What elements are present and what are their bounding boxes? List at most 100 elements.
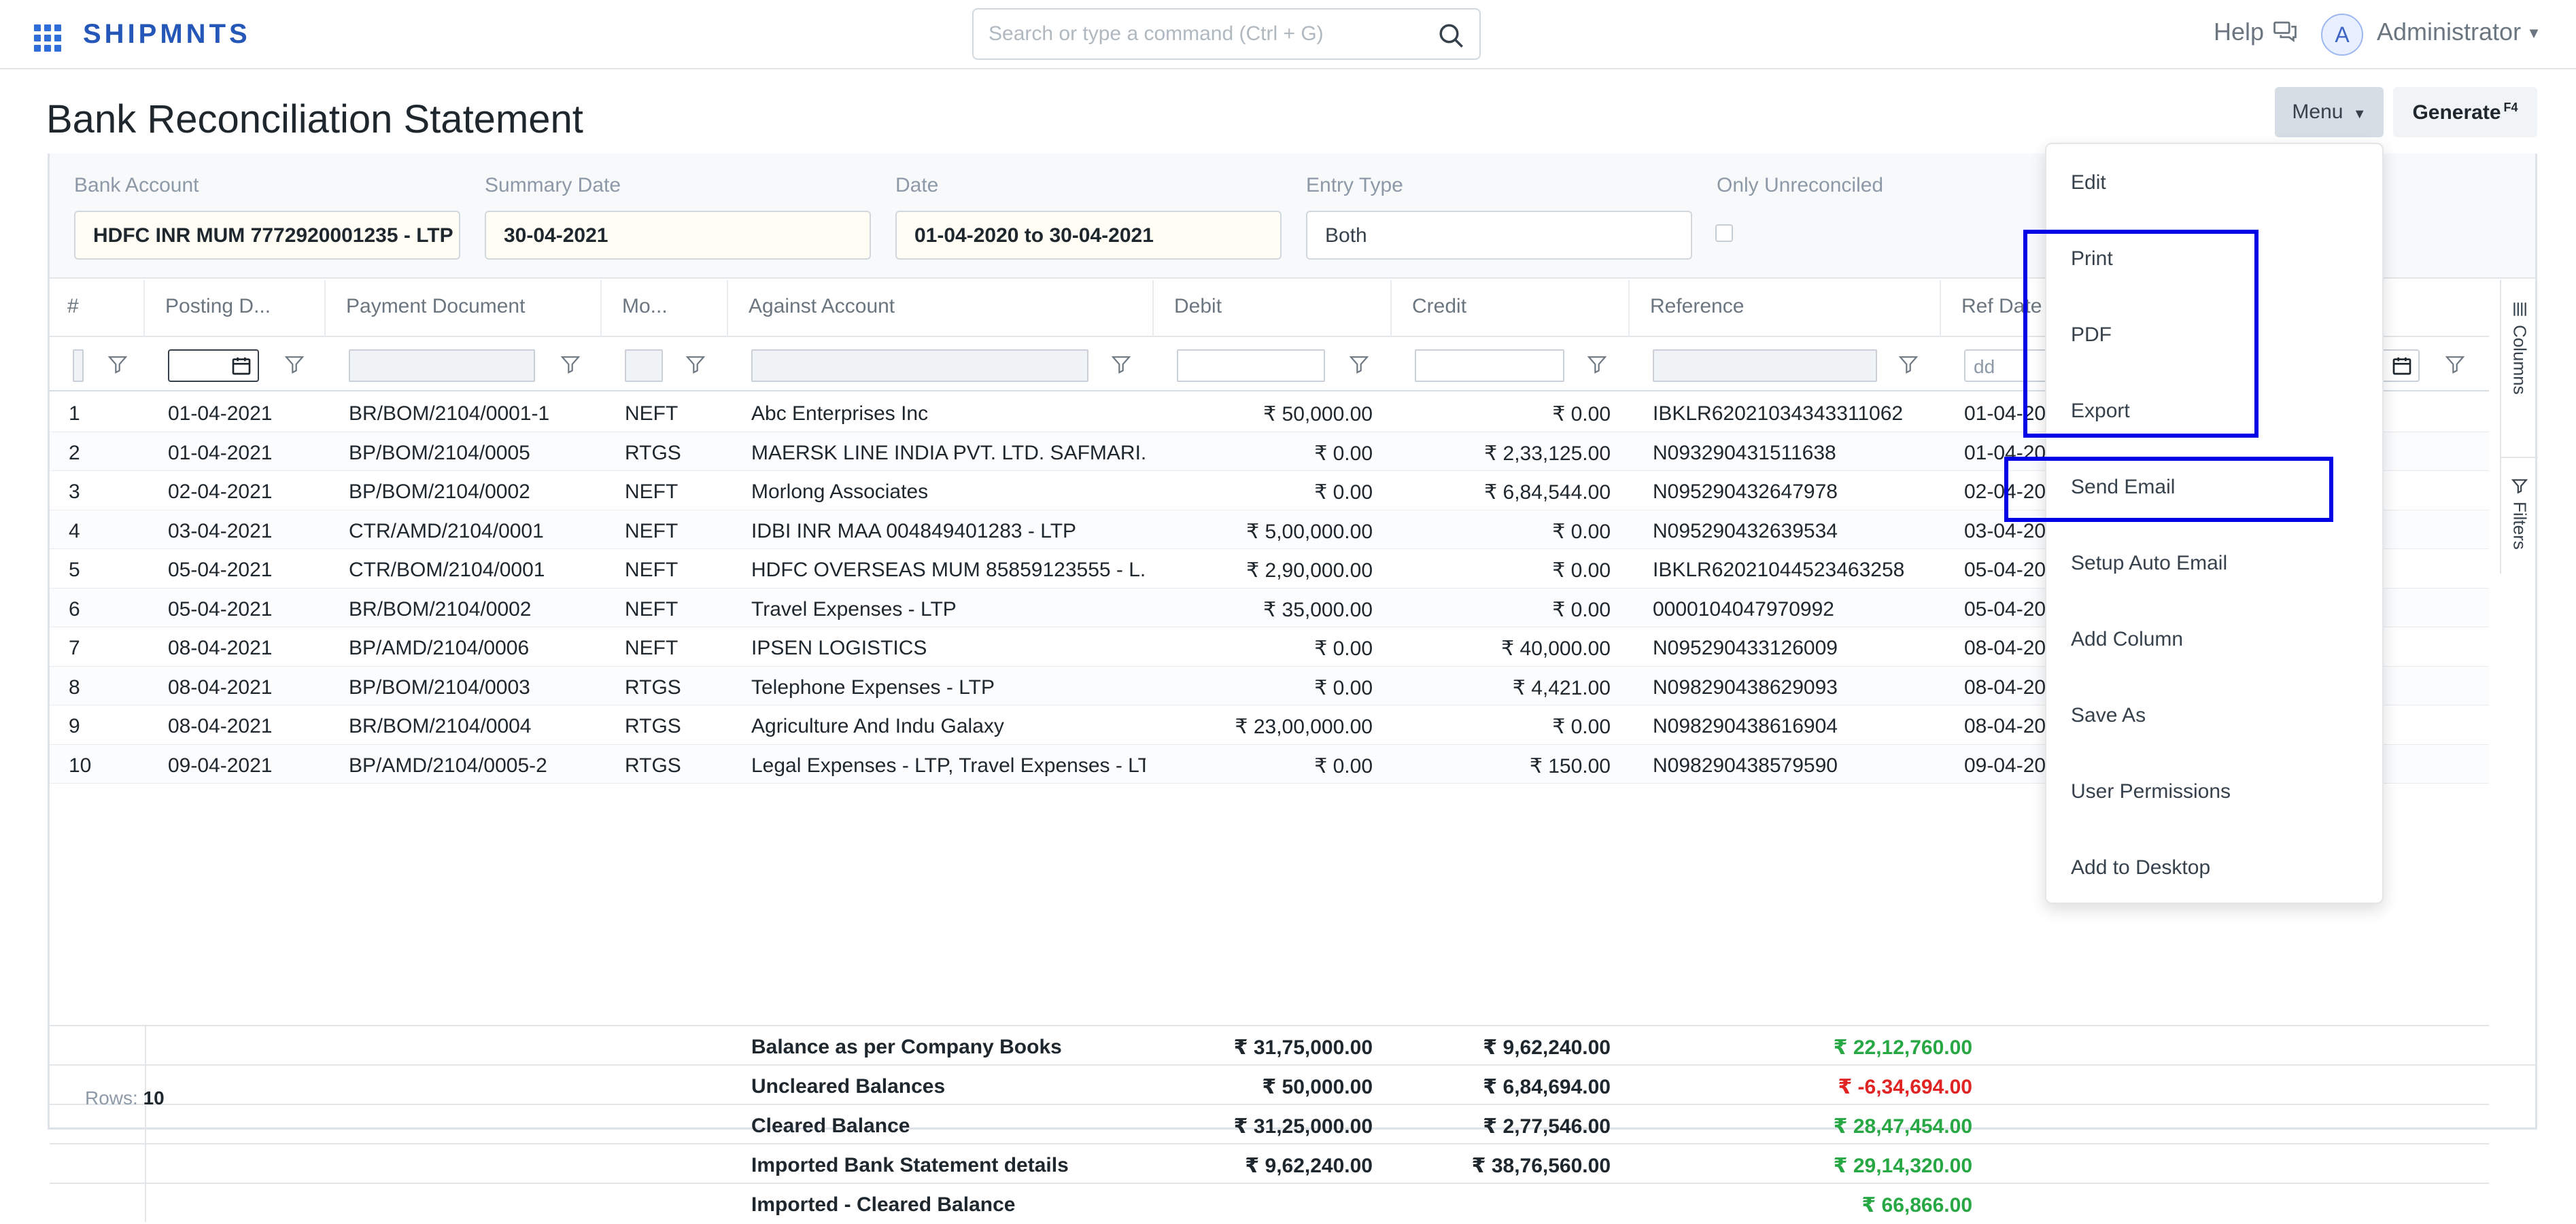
against-account-filter[interactable] — [751, 349, 1088, 382]
cell-payment-document[interactable]: BP/BOM/2104/0002 — [349, 480, 530, 503]
user-menu[interactable]: Administrator ▼ — [2377, 18, 2541, 46]
menu-item-print[interactable]: Print — [2071, 247, 2113, 270]
debit-filter[interactable] — [1177, 349, 1325, 382]
col-header-credit[interactable]: Credit — [1392, 280, 1630, 337]
col-header-against-account[interactable]: Against Account — [728, 280, 1154, 337]
credit-filter[interactable] — [1415, 349, 1564, 382]
reference-filter[interactable] — [1653, 349, 1877, 382]
ref-date-filter[interactable]: dd — [1964, 349, 2059, 382]
entry-type-select[interactable]: Both — [1306, 211, 1692, 260]
menu-item-setup-auto-email[interactable]: Setup Auto Email — [2071, 552, 2228, 574]
filter-icon[interactable] — [1348, 353, 1370, 375]
cell-credit: ₹ 4,421.00 — [1512, 676, 1611, 699]
filter-icon[interactable] — [2444, 353, 2466, 375]
cell-against-account[interactable]: HDFC OVERSEAS MUM 85859123555 - L... — [751, 559, 1146, 581]
filters-toggle[interactable]: Filters — [2501, 477, 2538, 550]
summary-date-field[interactable]: 30-04-2021 — [485, 211, 871, 260]
cell-payment-document[interactable]: BR/BOM/2104/0004 — [349, 715, 532, 737]
cell-against-account[interactable]: Abc Enterprises Inc — [751, 402, 929, 425]
table-row[interactable]: 5 05-04-2021 CTR/BOM/2104/0001 NEFT HDFC OVE… — [50, 549, 2489, 589]
col-header-ref-date[interactable]: Ref Date — [1961, 295, 2042, 317]
filter-icon[interactable] — [107, 353, 128, 375]
menu-item-edit[interactable]: Edit — [2071, 171, 2106, 194]
menu-item-pdf[interactable]: PDF — [2071, 324, 2112, 346]
menu-item-send-email[interactable]: Send Email — [2071, 476, 2176, 498]
cell-index: 2 — [69, 441, 80, 464]
cell-payment-document[interactable]: CTR/AMD/2104/0001 — [349, 519, 544, 542]
cell-index: 8 — [69, 676, 80, 699]
cell-payment-document[interactable]: BP/BOM/2104/0005 — [349, 441, 530, 464]
col-header-mode[interactable]: Mo... — [602, 280, 728, 337]
calendar-icon[interactable] — [230, 355, 252, 377]
table-row[interactable]: 7 08-04-2021 BP/AMD/2104/0006 NEFT IPSEN LOG… — [50, 627, 2489, 667]
brand-logo[interactable]: SHIPMNTS — [83, 19, 251, 49]
cell-payment-document[interactable]: BP/BOM/2104/0003 — [349, 676, 530, 699]
cell-debit: ₹ 0.00 — [1314, 637, 1373, 660]
filter-icon[interactable] — [560, 353, 581, 375]
cell-against-account[interactable]: Morlong Associates — [751, 480, 929, 503]
payment-document-filter[interactable] — [349, 349, 535, 382]
rows-label: Rows: — [85, 1087, 138, 1108]
summary-date-label: Summary Date — [485, 174, 621, 196]
filter-icon[interactable] — [284, 353, 305, 375]
mode-filter[interactable] — [625, 349, 663, 382]
search-icon[interactable] — [1437, 22, 1466, 50]
table-row[interactable]: 3 02-04-2021 BP/BOM/2104/0002 NEFT Morlong A… — [50, 471, 2489, 510]
cell-payment-document[interactable]: BP/AMD/2104/0006 — [349, 637, 530, 659]
cell-index: 5 — [69, 559, 80, 581]
cell-payment-document[interactable]: CTR/BOM/2104/0001 — [349, 559, 545, 581]
menu-item-export[interactable]: Export — [2071, 400, 2130, 422]
search-box[interactable] — [972, 8, 1481, 60]
bank-account-label: Bank Account — [74, 174, 199, 196]
posting-date-filter[interactable] — [168, 349, 259, 382]
index-filter-input[interactable] — [73, 349, 84, 382]
col-header-index[interactable]: # — [50, 280, 145, 337]
menu-item-add-to-desktop[interactable]: Add to Desktop — [2071, 856, 2211, 879]
menu-button[interactable]: Menu ▼ — [2275, 87, 2384, 137]
menu-item-user-permissions[interactable]: User Permissions — [2071, 780, 2231, 803]
cell-against-account[interactable]: MAERSK LINE INDIA PVT. LTD. SAFMARI... — [751, 441, 1146, 464]
cell-against-account[interactable]: Telephone Expenses - LTP — [751, 676, 995, 699]
help-menu[interactable]: Help — [2214, 18, 2298, 46]
table-row[interactable]: 9 08-04-2021 BR/BOM/2104/0004 RTGS Agricultu… — [50, 705, 2489, 745]
col-header-posting-date[interactable]: Posting D... — [145, 280, 326, 337]
generate-button[interactable]: Generate F4 — [2393, 87, 2537, 137]
cell-payment-document[interactable]: BP/AMD/2104/0005-2 — [349, 754, 547, 777]
cell-posting-date: 09-04-2021 — [168, 754, 273, 777]
search-input[interactable] — [989, 19, 1424, 49]
col-header-reference[interactable]: Reference — [1630, 280, 1941, 337]
menu-item-add-column[interactable]: Add Column — [2071, 628, 2184, 650]
bank-account-field[interactable]: HDFC INR MUM 7772920001235 - LTP — [74, 211, 460, 260]
only-unreconciled-checkbox[interactable] — [1715, 224, 1733, 242]
cell-against-account[interactable]: IDBI INR MAA 004849401283 - LTP — [751, 519, 1077, 542]
menu-item-save-as[interactable]: Save As — [2071, 704, 2146, 727]
filter-icon[interactable] — [1897, 353, 1919, 375]
filter-icon[interactable] — [685, 353, 706, 375]
rows-count-text: Rows: 10 — [85, 1087, 165, 1109]
cell-index: 3 — [69, 480, 80, 503]
cell-debit: ₹ 23,00,000.00 — [1235, 716, 1373, 738]
date-range-field[interactable]: 01-04-2020 to 30-04-2021 — [895, 211, 1282, 260]
filter-icon — [2511, 479, 2528, 494]
cell-against-account[interactable]: Legal Expenses - LTP, Travel Expenses - … — [751, 754, 1146, 777]
col-header-payment-document[interactable]: Payment Document — [326, 280, 602, 337]
avatar[interactable]: A — [2321, 14, 2363, 56]
cell-against-account[interactable]: Travel Expenses - LTP — [751, 597, 957, 620]
cell-payment-document[interactable]: BR/BOM/2104/0001-1 — [349, 402, 550, 425]
col-header-debit[interactable]: Debit — [1154, 280, 1392, 337]
cell-ref-date: 08-04-20 — [1964, 715, 2046, 737]
apps-grid-icon[interactable] — [34, 24, 61, 52]
cell-reference: N095290432647978 — [1653, 480, 1838, 503]
columns-toggle[interactable]: Columns — [2501, 300, 2538, 395]
table-row[interactable]: 1 01-04-2021 BR/BOM/2104/0001-1 NEFT Abc Ent… — [50, 393, 2489, 432]
cell-against-account[interactable]: Agriculture And Indu Galaxy — [751, 715, 1004, 737]
calendar-icon[interactable] — [2391, 355, 2413, 377]
cell-against-account[interactable]: IPSEN LOGISTICS — [751, 637, 927, 659]
filter-icon[interactable] — [1586, 353, 1608, 375]
cell-ref-date: 09-04-20 — [1964, 754, 2046, 777]
cell-mode: NEFT — [625, 637, 679, 659]
cell-mode: RTGS — [625, 754, 681, 777]
filter-icon[interactable] — [1110, 353, 1132, 375]
cell-payment-document[interactable]: BR/BOM/2104/0002 — [349, 597, 532, 620]
cell-reference: N093290431511638 — [1653, 441, 1836, 464]
